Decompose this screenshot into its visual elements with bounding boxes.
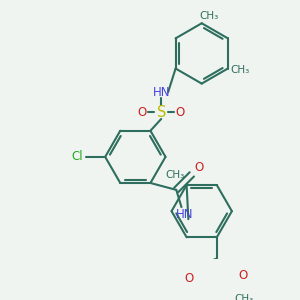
Text: CH₃: CH₃: [235, 294, 254, 300]
Text: O: O: [138, 106, 147, 118]
Text: S: S: [157, 104, 166, 119]
Text: O: O: [194, 161, 203, 174]
Text: Cl: Cl: [72, 150, 83, 164]
Text: HN: HN: [176, 208, 194, 220]
Text: CH₃: CH₃: [165, 170, 184, 180]
Text: O: O: [184, 272, 194, 285]
Text: CH₃: CH₃: [230, 65, 250, 75]
Text: O: O: [176, 106, 185, 118]
Text: O: O: [238, 269, 247, 282]
Text: CH₃: CH₃: [199, 11, 218, 21]
Text: HN: HN: [152, 86, 170, 99]
